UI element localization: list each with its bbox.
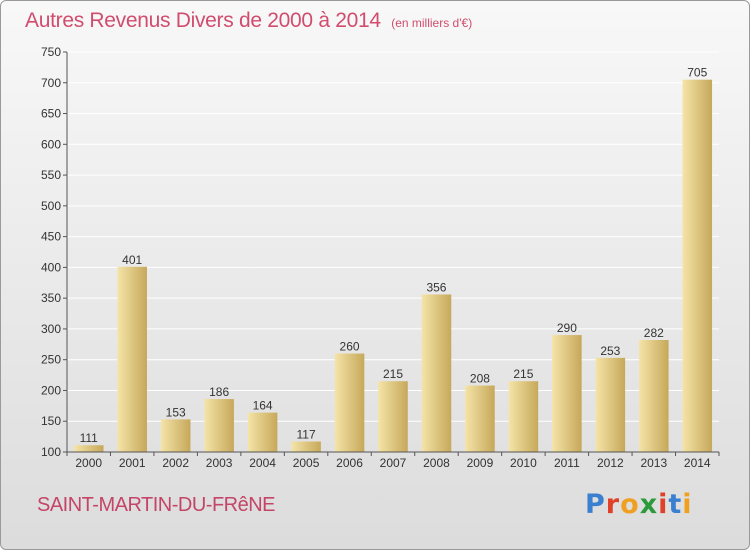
data-label: 186 bbox=[209, 385, 229, 399]
data-label: 356 bbox=[426, 280, 446, 294]
logo-letter: i bbox=[682, 489, 693, 520]
x-tick-label: 2013 bbox=[640, 456, 667, 470]
chart-unit-subtitle: (en milliers d'€) bbox=[391, 16, 473, 30]
data-label: 253 bbox=[600, 344, 620, 358]
x-tick-label: 2003 bbox=[206, 456, 233, 470]
logo-letter: x bbox=[639, 489, 659, 520]
bar-2004 bbox=[247, 412, 278, 452]
x-tick-label: 2007 bbox=[380, 456, 407, 470]
y-tick-label: 400 bbox=[41, 260, 61, 274]
y-tick-label: 150 bbox=[41, 414, 61, 428]
data-label: 290 bbox=[557, 321, 577, 335]
data-label: 153 bbox=[166, 405, 186, 419]
bar-2009 bbox=[465, 385, 495, 452]
bar-2008 bbox=[421, 294, 452, 452]
bar-2014 bbox=[682, 79, 713, 452]
place-name: SAINT-MARTIN-DU-FRêNE bbox=[37, 494, 276, 516]
x-tick-label: 2002 bbox=[162, 456, 189, 470]
axes: 100 150 200 250 300 350 400 450 500 550 600 650 700 7… bbox=[41, 45, 720, 470]
data-label: 705 bbox=[687, 66, 707, 80]
bar-2001 bbox=[117, 266, 147, 452]
logo-letter: P bbox=[585, 489, 606, 520]
y-tick-label: 750 bbox=[41, 45, 61, 59]
data-label: 401 bbox=[122, 253, 142, 267]
bar-2000 bbox=[73, 445, 104, 452]
bar-2010 bbox=[508, 381, 539, 452]
x-tick-label: 2010 bbox=[510, 456, 537, 470]
x-tick-label: 2001 bbox=[119, 456, 146, 470]
bar-2002 bbox=[160, 419, 191, 452]
y-tick-label: 600 bbox=[41, 137, 61, 151]
data-label: 260 bbox=[340, 340, 360, 354]
bars bbox=[73, 79, 713, 452]
y-tick-label: 500 bbox=[41, 199, 61, 213]
x-tick-label: 2005 bbox=[293, 456, 320, 470]
y-tick-label: 350 bbox=[41, 291, 61, 305]
bar-2007 bbox=[378, 381, 408, 452]
bar-2003 bbox=[204, 399, 234, 452]
logo-letter: i bbox=[658, 489, 669, 520]
y-tick-label: 300 bbox=[41, 322, 61, 336]
data-label: 282 bbox=[644, 326, 664, 340]
bar-2006 bbox=[334, 353, 365, 452]
y-tick-label: 100 bbox=[41, 445, 61, 459]
data-label: 208 bbox=[470, 372, 490, 386]
x-tick-label: 2006 bbox=[336, 456, 363, 470]
data-label: 215 bbox=[383, 367, 403, 381]
y-tick-label: 700 bbox=[41, 76, 61, 90]
x-tick-label: 2008 bbox=[423, 456, 450, 470]
x-tick-label: 2011 bbox=[554, 456, 580, 470]
logo-letter: o bbox=[620, 489, 640, 520]
y-tick-label: 550 bbox=[41, 168, 61, 182]
chart-title: Autres Revenus Divers de 2000 à 2014 bbox=[25, 9, 381, 32]
logo-letter: t bbox=[668, 489, 683, 520]
proxiti-logo: Proxiti bbox=[585, 489, 693, 520]
bar-2013 bbox=[639, 340, 669, 452]
chart-title-row: Autres Revenus Divers de 2000 à 2014 (en… bbox=[25, 9, 472, 33]
bar-2012 bbox=[595, 357, 626, 452]
bar-2005 bbox=[291, 441, 321, 452]
x-tick-label: 2000 bbox=[75, 456, 102, 470]
data-label: 164 bbox=[253, 399, 273, 413]
y-tick-label: 450 bbox=[41, 230, 61, 244]
y-tick-label: 650 bbox=[41, 107, 61, 121]
x-tick-label: 2004 bbox=[249, 456, 276, 470]
x-tick-label: 2012 bbox=[597, 456, 624, 470]
data-labels: 111 401 153 186 164 117 260 215 356 208 215 290 253 2… bbox=[80, 66, 708, 446]
data-label: 111 bbox=[80, 431, 99, 445]
logo-letter: r bbox=[605, 489, 621, 520]
data-label: 117 bbox=[296, 428, 315, 442]
bar-2011 bbox=[552, 335, 582, 452]
y-tick-label: 200 bbox=[41, 383, 61, 397]
x-tick-label: 2014 bbox=[684, 456, 711, 470]
x-tick-label: 2009 bbox=[467, 456, 494, 470]
data-label: 215 bbox=[513, 367, 533, 381]
y-tick-label: 250 bbox=[41, 353, 61, 367]
